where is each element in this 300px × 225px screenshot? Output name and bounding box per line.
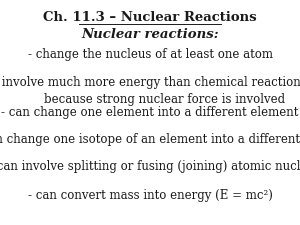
Text: - can change one element into a different element: - can change one element into a differen… — [1, 106, 299, 119]
Text: Ch. 11.3 – Nuclear Reactions: Ch. 11.3 – Nuclear Reactions — [43, 11, 257, 24]
Text: Nuclear reactions:: Nuclear reactions: — [81, 29, 219, 41]
Text: - can convert mass into energy (E = mc²): - can convert mass into energy (E = mc²) — [28, 189, 272, 202]
Text: - change the nucleus of at least one atom: - change the nucleus of at least one ato… — [28, 48, 272, 61]
Text: - can change one isotope of an element into a different one: - can change one isotope of an element i… — [0, 133, 300, 146]
Text: - involve much more energy than chemical reactions
        because strong nuclea: - involve much more energy than chemical… — [0, 76, 300, 106]
Text: - can involve splitting or fusing (joining) atomic nuclei: - can involve splitting or fusing (joini… — [0, 160, 300, 173]
